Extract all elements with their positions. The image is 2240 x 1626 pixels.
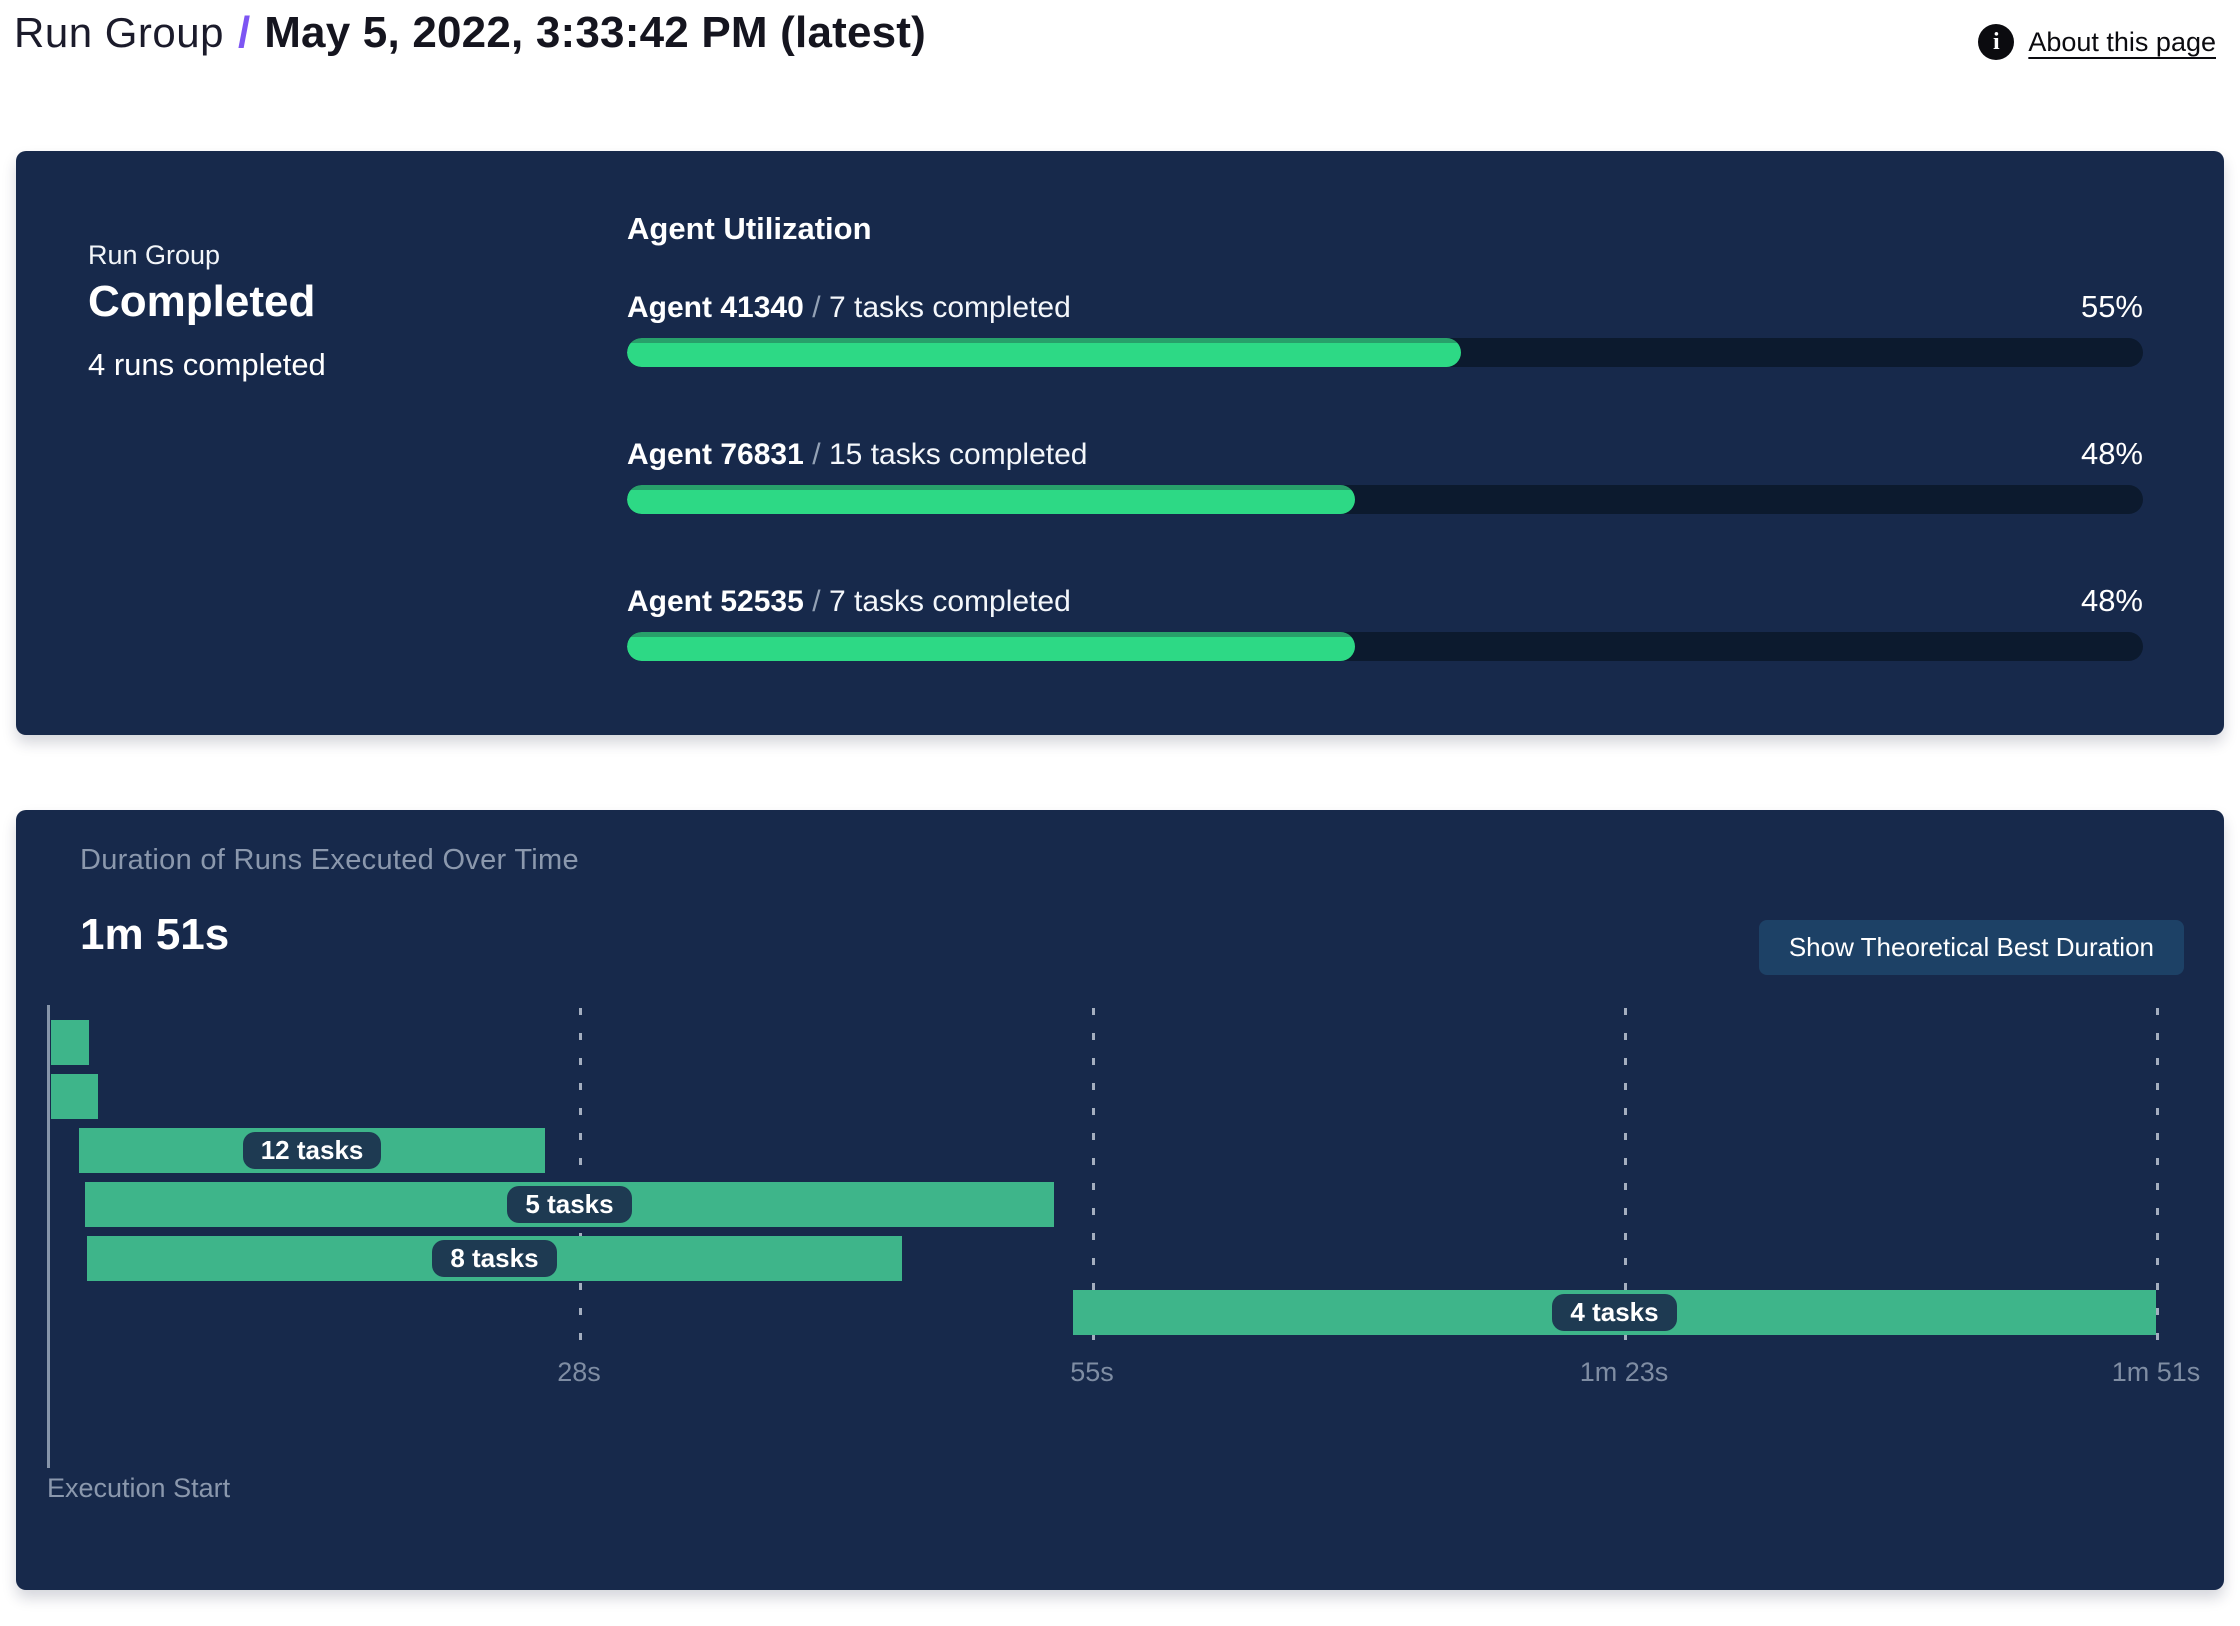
task-count-pill: 12 tasks	[242, 1132, 382, 1169]
run-duration-bar[interactable]: 5 tasks	[85, 1182, 1054, 1227]
agent-separator: /	[812, 438, 821, 471]
breadcrumb-root[interactable]: Run Group	[14, 9, 224, 56]
duration-chart-title: Duration of Runs Executed Over Time	[80, 844, 579, 876]
time-gridline	[579, 1008, 582, 1349]
gantt-chart: Execution Start 28s 55s 1m 23s 1m 51s 12 ta…	[16, 1005, 2224, 1525]
time-gridline	[1624, 1008, 1627, 1349]
agent-utilization-row: Agent 76831 / 15 tasks completed 48%	[627, 436, 2143, 514]
info-icon: i	[1978, 24, 2015, 60]
time-tick-label: 1m 51s	[2111, 1357, 2201, 1387]
agent-label-line: Agent 41340 / 7 tasks completed 55%	[627, 289, 2143, 325]
agent-name: Agent 41340	[627, 291, 804, 324]
agent-tasks-completed: 15 tasks completed	[829, 438, 1088, 471]
runs-completed-text: 4 runs completed	[88, 347, 326, 382]
agent-utilization-row: Agent 41340 / 7 tasks completed 55%	[627, 289, 2143, 367]
agent-separator: /	[812, 585, 821, 618]
agent-utilization-percent: 48%	[2080, 436, 2143, 471]
run-duration-bar[interactable]: 8 tasks	[86, 1236, 902, 1281]
utilization-progress-track	[627, 632, 2143, 661]
agent-tasks-completed: 7 tasks completed	[829, 291, 1071, 324]
y-axis-line	[47, 1005, 50, 1468]
run-duration-bar[interactable]	[50, 1074, 99, 1119]
agent-label-line: Agent 76831 / 15 tasks completed 48%	[627, 436, 2143, 472]
agent-name: Agent 76831	[627, 438, 804, 471]
run-duration-bar[interactable]: 4 tasks	[1073, 1290, 2156, 1335]
agent-label-line: Agent 52535 / 7 tasks completed 48%	[627, 583, 2143, 619]
run-duration-bar[interactable]	[50, 1020, 89, 1065]
run-group-summary-panel: Run Group Completed 4 runs completed Age…	[16, 151, 2224, 735]
show-theoretical-best-duration-button[interactable]: Show Theoretical Best Duration	[1758, 920, 2184, 975]
task-count-pill: 5 tasks	[507, 1186, 632, 1223]
utilization-progress-track	[627, 338, 2143, 367]
agent-name: Agent 52535	[627, 585, 804, 618]
run-group-label: Run Group	[88, 240, 221, 270]
agent-utilization-percent: 55%	[2080, 289, 2143, 324]
agent-separator: /	[812, 291, 821, 324]
time-gridline	[2156, 1008, 2159, 1349]
duration-panel: Duration of Runs Executed Over Time 1m 5…	[16, 810, 2224, 1590]
agent-label: Agent 76831 / 15 tasks completed	[627, 438, 1087, 472]
about-this-page-link[interactable]: i About this page	[1978, 24, 2216, 60]
agent-tasks-completed: 7 tasks completed	[829, 585, 1071, 618]
task-count-pill: 8 tasks	[432, 1240, 557, 1277]
run-duration-bar[interactable]: 12 tasks	[79, 1128, 545, 1173]
time-tick-label: 55s	[1070, 1357, 1114, 1387]
breadcrumb-separator: /	[237, 8, 251, 57]
utilization-progress-fill	[627, 485, 1355, 514]
agent-utilization-heading: Agent Utilization	[627, 211, 872, 246]
time-tick-label: 28s	[557, 1357, 601, 1387]
breadcrumb: Run Group / May 5, 2022, 3:33:42 PM (lat…	[14, 8, 926, 58]
agent-utilization-percent: 48%	[2080, 583, 2143, 618]
agent-utilization-row: Agent 52535 / 7 tasks completed 48%	[627, 583, 2143, 661]
execution-start-label: Execution Start	[47, 1473, 231, 1503]
status-text: Completed	[88, 277, 316, 326]
task-count-pill: 4 tasks	[1552, 1294, 1677, 1331]
utilization-progress-fill	[627, 338, 1461, 367]
agent-label: Agent 52535 / 7 tasks completed	[627, 585, 1071, 619]
total-duration-value: 1m 51s	[80, 910, 230, 959]
time-gridline	[1092, 1008, 1095, 1349]
utilization-progress-fill	[627, 632, 1355, 661]
utilization-progress-track	[627, 485, 2143, 514]
time-tick-label: 1m 23s	[1579, 1357, 1669, 1387]
page-title: May 5, 2022, 3:33:42 PM (latest)	[264, 8, 927, 57]
agent-label: Agent 41340 / 7 tasks completed	[627, 291, 1071, 325]
about-link-label: About this page	[2028, 26, 2216, 57]
